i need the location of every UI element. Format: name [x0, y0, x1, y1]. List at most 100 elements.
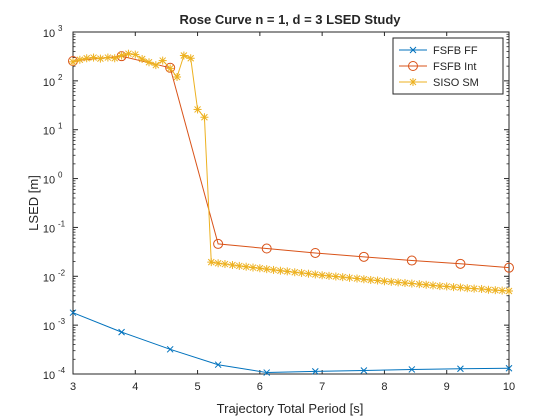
data-point-siso-sm: [318, 271, 327, 280]
y-tick-label: 10: [43, 223, 55, 235]
data-point-siso-sm: [407, 279, 416, 288]
data-point-siso-sm: [82, 54, 91, 63]
data-point-siso-sm: [311, 270, 320, 279]
data-point-siso-sm: [505, 286, 513, 295]
data-point-siso-sm: [484, 285, 493, 294]
data-point-siso-sm: [297, 268, 306, 277]
data-point-siso-sm: [124, 49, 133, 58]
data-point-fsfb-ff: [118, 328, 125, 336]
data-point-siso-sm: [338, 273, 347, 282]
data-point-siso-sm: [89, 53, 98, 62]
series-line-fsfb-ff: [72, 312, 510, 374]
data-point-siso-sm: [498, 286, 507, 295]
legend-item-siso-sm: SISO SM: [399, 77, 479, 89]
data-point-siso-sm: [345, 273, 354, 282]
data-point-siso-sm: [331, 272, 340, 281]
data-point-siso-sm: [249, 263, 258, 272]
data-point-siso-sm: [269, 265, 278, 274]
data-point-fsfb-ff: [311, 368, 319, 375]
data-point-siso-sm: [415, 280, 424, 289]
y-tick-exponent: 2: [58, 73, 63, 82]
data-point-siso-sm: [477, 284, 486, 293]
data-point-siso-sm: [242, 262, 251, 271]
data-point-siso-sm: [373, 276, 382, 285]
data-point-fsfb-int: [261, 243, 272, 254]
data-point-fsfb-ff: [505, 364, 513, 372]
data-point-siso-sm: [366, 275, 375, 284]
data-point-siso-sm: [435, 282, 444, 291]
data-point-fsfb-int: [310, 247, 321, 258]
data-point-siso-sm: [491, 286, 500, 295]
y-tick-exponent: -2: [58, 268, 66, 277]
data-point-siso-sm: [304, 269, 313, 278]
chart-title: Rose Curve n = 1, d = 3 LSED Study: [179, 12, 401, 27]
data-point-siso-sm: [207, 258, 216, 267]
x-tick-label: 7: [319, 381, 325, 393]
data-point-siso-sm: [442, 282, 451, 291]
data-point-fsfb-ff: [408, 366, 416, 373]
data-point-siso-sm: [103, 53, 112, 62]
y-tick-label: 10: [43, 175, 55, 187]
data-point-fsfb-int: [358, 251, 369, 262]
legend-label: FSFB Int: [433, 61, 476, 73]
y-tick-label: 10: [43, 272, 55, 284]
data-point-siso-sm: [255, 264, 264, 273]
data-point-fsfb-int: [213, 238, 224, 249]
legend-label: SISO SM: [433, 77, 479, 89]
data-point-fsfb-int: [504, 262, 514, 273]
legend-marker: [408, 61, 418, 71]
data-point-siso-sm: [456, 283, 465, 292]
y-tick-label: 10: [43, 28, 55, 40]
y-tick-label: 10: [43, 321, 55, 333]
data-point-fsfb-ff: [214, 361, 222, 369]
data-point-siso-sm: [186, 54, 195, 63]
data-point-fsfb-ff: [457, 365, 464, 373]
data-point-siso-sm: [193, 105, 202, 114]
y-tick-exponent: 1: [58, 122, 63, 131]
data-point-siso-sm: [387, 277, 396, 286]
data-point-siso-sm: [463, 284, 472, 293]
data-point-fsfb-ff: [166, 345, 174, 353]
data-point-siso-sm: [290, 268, 299, 277]
y-tick-label: 10: [43, 77, 55, 89]
data-point-siso-sm: [131, 50, 140, 59]
legend-item-fsfb-ff: FSFB FF: [399, 45, 478, 57]
data-point-siso-sm: [158, 56, 167, 65]
data-point-fsfb-int: [455, 258, 466, 269]
data-point-siso-sm: [235, 261, 244, 270]
x-axis-label: Trajectory Total Period [s]: [217, 401, 364, 416]
data-point-siso-sm: [449, 283, 458, 292]
data-point-fsfb-ff: [69, 309, 77, 317]
x-tick-label: 4: [132, 381, 138, 393]
data-point-siso-sm: [110, 54, 119, 63]
data-point-siso-sm: [276, 266, 285, 275]
data-point-siso-sm: [173, 72, 182, 81]
legend-item-fsfb-int: FSFB Int: [399, 61, 476, 73]
y-axis-label: LSED [m]: [26, 175, 41, 231]
x-tick-label: 10: [503, 381, 515, 393]
legend-marker: [409, 46, 417, 54]
y-tick-exponent: -1: [58, 219, 66, 228]
data-point-siso-sm: [179, 51, 188, 60]
legend-label: FSFB FF: [433, 45, 478, 57]
legend: FSFB FF FSFB Int SISO SM: [392, 37, 504, 95]
y-tick-exponent: 3: [58, 24, 63, 33]
data-point-siso-sm: [166, 64, 175, 73]
data-point-siso-sm: [359, 275, 368, 284]
data-point-siso-sm: [117, 51, 126, 60]
x-tick-label: 3: [70, 381, 76, 393]
y-tick-exponent: -3: [58, 317, 66, 326]
data-point-siso-sm: [394, 278, 403, 287]
data-point-fsfb-ff: [263, 369, 271, 376]
data-point-siso-sm: [144, 58, 153, 67]
data-point-siso-sm: [380, 277, 389, 286]
data-point-siso-sm: [283, 267, 292, 276]
data-point-siso-sm: [470, 284, 479, 293]
data-point-siso-sm: [422, 280, 431, 289]
data-point-siso-sm: [262, 265, 271, 274]
data-point-siso-sm: [220, 260, 229, 269]
data-point-siso-sm: [429, 281, 438, 290]
data-point-siso-sm: [228, 261, 237, 270]
legend-marker: [409, 78, 417, 86]
